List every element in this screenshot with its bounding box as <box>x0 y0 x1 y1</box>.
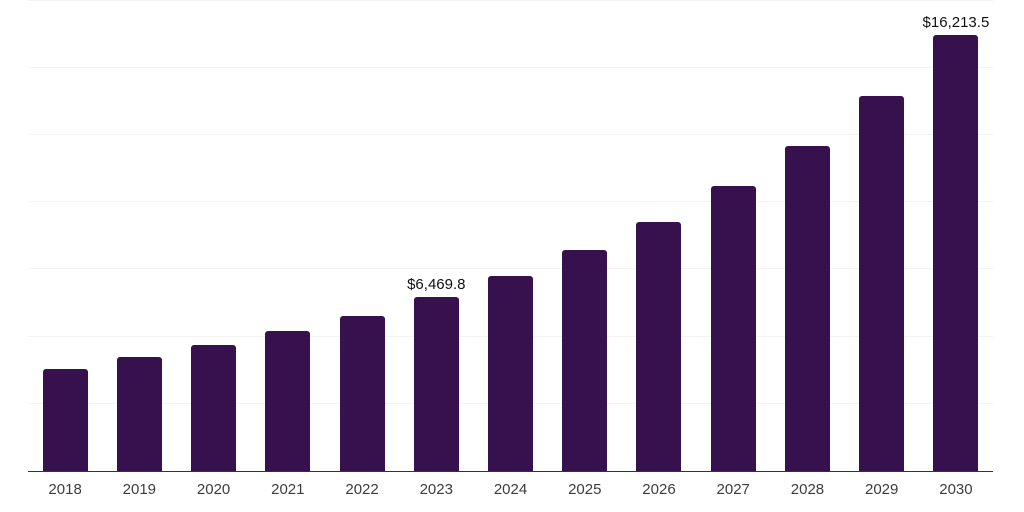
x-tick-label-2024: 2024 <box>493 481 528 498</box>
x-axis-tick-labels: 2018 2019 2020 2021 2022 2023 2024 2025 2026 2027… <box>28 481 993 498</box>
x-tick-label-2023: 2023 <box>419 481 453 498</box>
bar-column-2021 <box>251 0 325 471</box>
gridline <box>28 0 993 1</box>
bar-value-label-2030: $16,213.5 <box>922 14 990 32</box>
x-tick-label-2030: 2030 <box>939 481 973 498</box>
bar-2020 <box>191 345 237 471</box>
x-tick-label-2027: 2027 <box>716 481 750 498</box>
bar-column-2030: $16,213.5 <box>919 0 993 471</box>
bar-2024 <box>488 276 534 471</box>
bar-column-2026 <box>622 0 696 471</box>
gridline <box>28 66 993 68</box>
gridline <box>28 268 993 270</box>
x-tick-label-2020: 2020 <box>196 481 231 498</box>
bar-series: $6,469.8 $16,213.5 <box>28 0 993 471</box>
bar-column-2020 <box>176 0 250 471</box>
bar-column-2018 <box>28 0 102 471</box>
bar-2028 <box>784 146 830 471</box>
x-tick-label-2025: 2025 <box>568 481 602 498</box>
bar-column-2019 <box>102 0 176 471</box>
x-tick-label-2026: 2026 <box>642 481 676 498</box>
x-tick-label-2021: 2021 <box>271 481 305 498</box>
bar-column-2028 <box>770 0 844 471</box>
x-tick-label-2029: 2029 <box>865 481 899 498</box>
bar-column-2024 <box>473 0 547 471</box>
bar-2025 <box>562 250 608 471</box>
bar-2019 <box>116 357 162 471</box>
bar-2029 <box>859 95 905 471</box>
bar-2018 <box>42 368 88 471</box>
bar-2030: $16,213.5 <box>923 14 989 471</box>
x-tick-label-2028: 2028 <box>790 481 825 498</box>
bar-column-2023: $6,469.8 <box>399 0 473 471</box>
bar-2026 <box>636 221 682 471</box>
bar-2021 <box>265 331 311 471</box>
bar-column-2029 <box>845 0 919 471</box>
bar-2023: $6,469.8 <box>407 276 465 471</box>
bar-column-2022 <box>325 0 399 471</box>
bar-2027 <box>710 185 756 471</box>
bar-column-2025 <box>548 0 622 471</box>
bar-column-2027 <box>696 0 770 471</box>
gridline <box>28 201 993 203</box>
gridline <box>28 133 993 135</box>
x-tick-label-2018: 2018 <box>48 481 82 498</box>
plot-area: $6,469.8 $16,213.5 <box>28 0 993 471</box>
x-tick-label-2022: 2022 <box>345 481 379 498</box>
bar-value-label-2023: $6,469.8 <box>407 276 466 294</box>
x-tick-label-2019: 2019 <box>122 481 157 498</box>
bar-2022 <box>339 315 385 471</box>
x-axis-line <box>28 470 993 473</box>
